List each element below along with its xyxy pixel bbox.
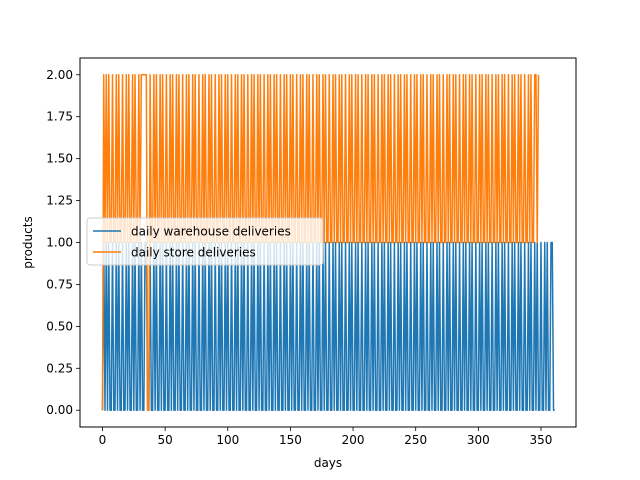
y-axis: 0.00 0.25 0.50 0.75 1.00 1.25 1.50 1.75 2.00 [46,68,80,417]
series-line-warehouse [101,241,555,411]
x-tick-label: 50 [157,433,172,447]
y-axis-label: products [21,216,35,268]
x-axis: 0 50 100 150 200 250 300 350 [99,427,553,447]
y-tick-label: 2.00 [46,68,73,82]
x-tick-label: 300 [467,433,490,447]
legend-label-store: daily store deliveries [131,246,256,260]
legend-box [86,217,324,266]
x-tick-label: 200 [342,433,365,447]
y-tick-label: 1.25 [46,194,73,208]
x-tick-label: 250 [404,433,427,447]
y-tick-label: 0.25 [46,361,73,375]
legend: daily warehouse deliveries daily store d… [86,217,324,266]
x-axis-label: days [314,456,342,470]
y-tick-label: 0.50 [46,319,73,333]
y-tick-label: 1.50 [46,152,73,166]
x-tick-label: 350 [530,433,553,447]
y-tick-label: 1.75 [46,110,73,124]
y-tick-label: 0.75 [46,277,73,291]
x-tick-label: 150 [279,433,302,447]
x-tick-label: 0 [99,433,107,447]
x-tick-label: 100 [216,433,239,447]
y-tick-label: 1.00 [46,236,73,250]
legend-label-warehouse: daily warehouse deliveries [131,225,291,239]
y-tick-label: 0.00 [46,403,73,417]
